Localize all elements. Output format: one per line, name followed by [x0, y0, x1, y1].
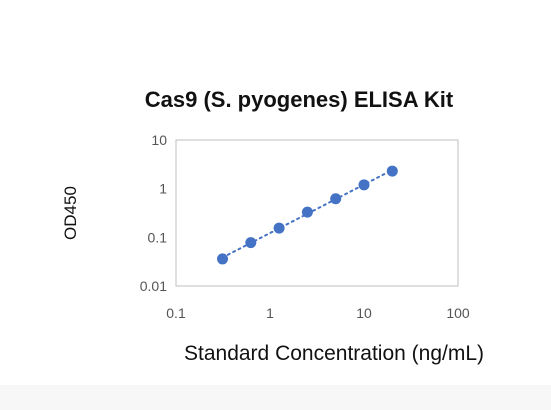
y-tick-label: 1: [159, 181, 167, 197]
x-tick-label: 100: [446, 305, 470, 321]
data-point: [273, 222, 285, 234]
x-tick-label: 1: [266, 305, 274, 321]
plot-area: [175, 139, 459, 287]
data-point: [330, 193, 342, 205]
chart-title: Cas9 (S. pyogenes) ELISA Kit: [145, 87, 454, 112]
y-tick-label: 10: [151, 132, 167, 148]
bottom-strip: [0, 385, 551, 410]
data-point: [301, 206, 313, 218]
data-points: [217, 165, 398, 265]
x-tick-labels: 0.1 1 10 100: [166, 305, 470, 321]
y-tick-label: 0.1: [148, 229, 168, 245]
data-point: [358, 179, 370, 191]
data-point: [386, 165, 398, 177]
data-point: [245, 237, 257, 249]
data-point: [217, 253, 229, 265]
x-tick-label: 0.1: [166, 305, 186, 321]
y-axis-title: OD450: [61, 186, 80, 240]
x-axis-title: Standard Concentration (ng/mL): [184, 342, 484, 365]
y-tick-label: 0.01: [140, 278, 167, 294]
x-tick-label: 10: [356, 305, 372, 321]
y-tick-labels: 0.01 0.1 1 10: [140, 132, 167, 294]
